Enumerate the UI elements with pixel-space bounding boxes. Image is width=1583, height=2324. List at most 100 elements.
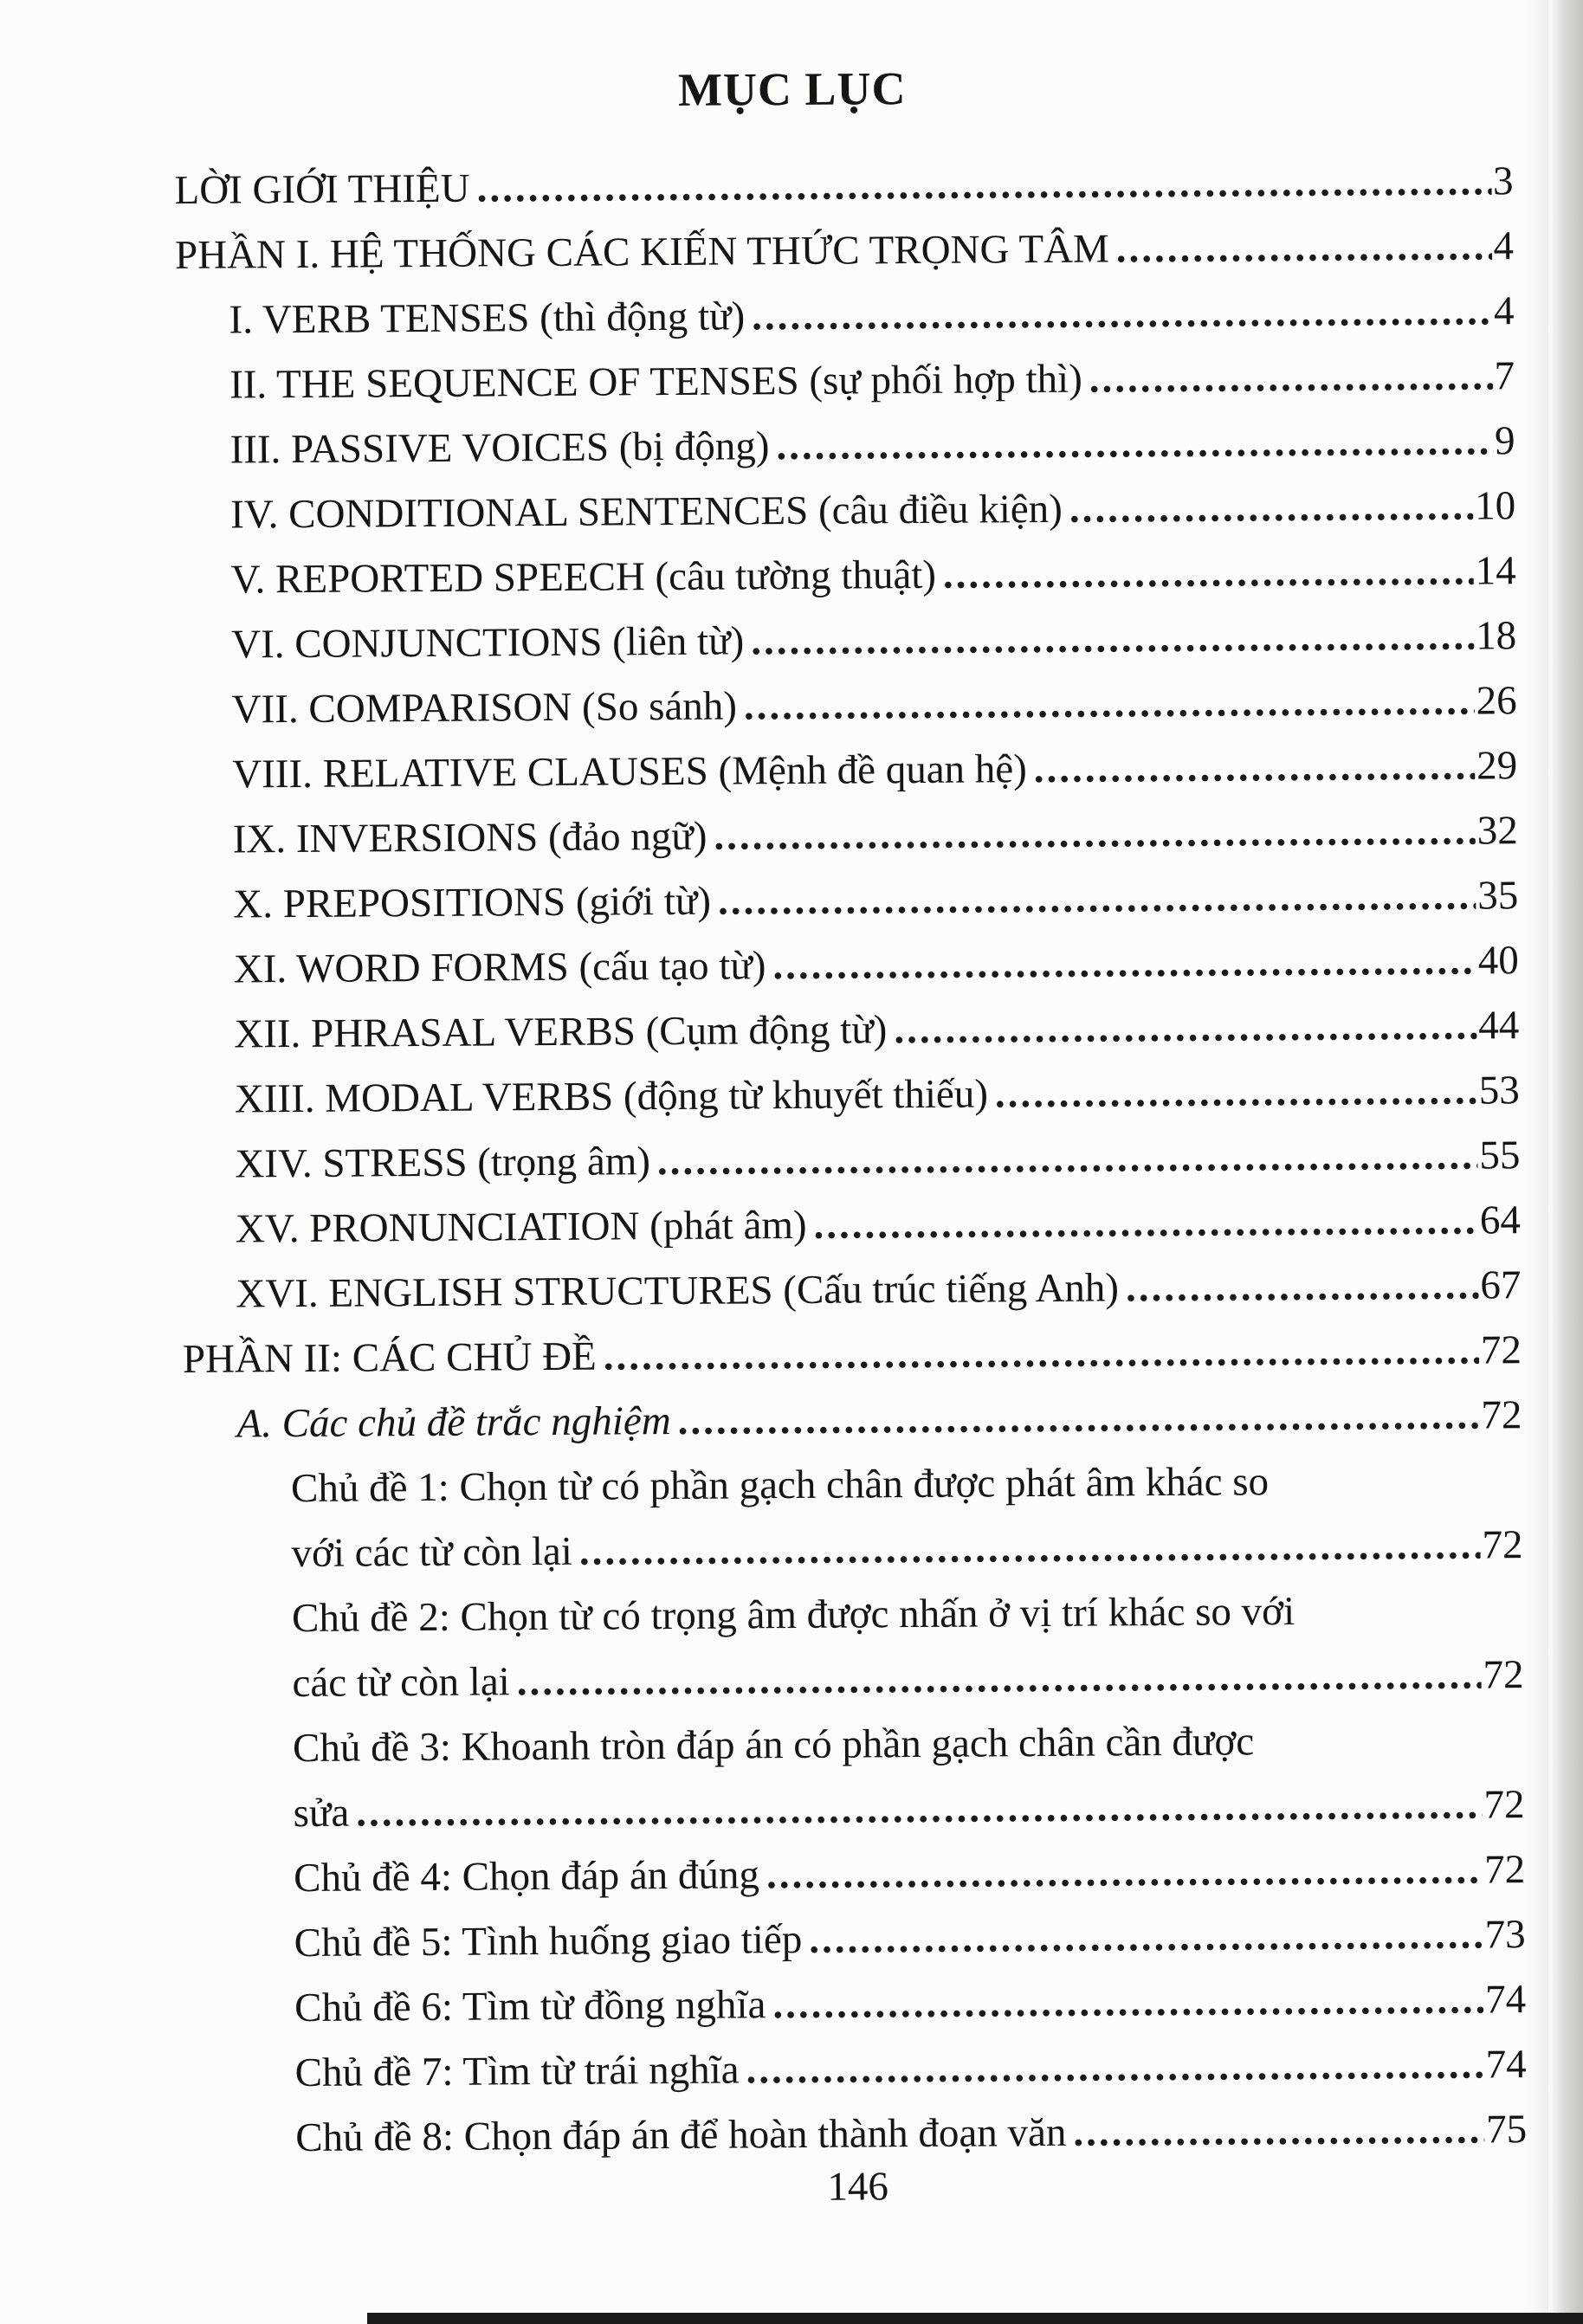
dot-leader <box>995 1059 1477 1127</box>
page-content: MỤC LỤC LỜI GIỚI THIỆU 3 PHẦN I. HỆ THỐNG … <box>0 0 1583 2210</box>
dot-leader <box>752 279 1492 349</box>
dot-leader <box>657 1124 1478 1195</box>
toc-entry-text: IV. CONDITIONAL SENTENCES (câu điều kiện… <box>229 486 1063 538</box>
toc-entry-line: V. REPORTED SPEECH (câu tường thuật) 14 <box>177 539 1515 613</box>
toc-entry-line: LỜI GIỚI THIỆU 3 <box>174 149 1513 223</box>
scan-artifact-bottom-bar <box>367 2313 1583 2324</box>
toc-entry-line: các từ còn lại 72 <box>184 1643 1523 1717</box>
toc-entry-text: V. REPORTED SPEECH (câu tường thuật) <box>230 552 937 603</box>
dot-leader <box>714 799 1476 869</box>
toc-entry-page-number: 40 <box>1477 938 1519 984</box>
toc-entry-line: II. THE SEQUENCE OF TENSES (sự phối hợp … <box>176 344 1515 418</box>
toc-entry-line: Chủ đề 4: Chọn đáp án đúng 72 <box>186 1837 1525 1912</box>
toc-entry-text: XI. WORD FORMS (cấu tạo từ) <box>233 943 766 992</box>
toc-entry-text: Chủ đề 6: Tìm từ đồng nghĩa <box>294 1982 766 2031</box>
dot-leader <box>809 1902 1483 1972</box>
dot-leader <box>744 669 1475 739</box>
dot-leader <box>772 1967 1483 2037</box>
toc-entry-page-number: 64 <box>1479 1198 1522 1243</box>
toc-entry-line: III. PASSIVE VOICES (bị động) 9 <box>176 409 1515 483</box>
toc-entry-page-number: 4 <box>1493 288 1515 334</box>
dot-leader <box>1089 344 1492 411</box>
toc-entry-line: A. Các chủ đề trắc nghiệm 72 <box>183 1383 1522 1457</box>
toc-entry-line: sửa 72 <box>185 1772 1524 1847</box>
toc-entry-text: PHẦN I. HỆ THỐNG CÁC KIẾN THỨC TRỌNG TÂM <box>174 226 1109 278</box>
toc-entry-line: IV. CONDITIONAL SENTENCES (câu điều kiện… <box>177 474 1515 548</box>
footer-page-number: 146 <box>827 2164 889 2210</box>
toc-entry-page-number: 7 <box>1494 353 1515 399</box>
toc-entry-page-number: 18 <box>1475 613 1517 659</box>
dot-leader <box>356 1772 1483 1845</box>
toc-entry-page-number: 72 <box>1483 1782 1525 1828</box>
dot-leader <box>1034 734 1476 803</box>
toc-entry-text: Chủ đề 5: Tình huống giao tiếp <box>294 1916 803 1966</box>
toc-entry-page-number: 32 <box>1476 808 1518 854</box>
toc-entry-text: XV. PRONUNCIATION (phát âm) <box>235 1202 807 1252</box>
toc-entry-page-number: 44 <box>1478 1003 1520 1049</box>
toc-entry-text: Chủ đề 3: Khoanh tròn đáp án có phần gạc… <box>292 1719 1255 1772</box>
toc-entry-text: LỜI GIỚI THIỆU <box>174 165 470 213</box>
dot-leader <box>1126 1253 1479 1320</box>
toc-entry-line: Chủ đề 7: Tìm từ trái nghĩa 74 <box>187 2032 1527 2107</box>
toc-entry-text: XIII. MODAL VERBS (động từ khuyết thiếu) <box>234 1071 989 1122</box>
toc-entry-text: A. Các chủ đề trắc nghiệm <box>236 1398 671 1447</box>
page-title: MỤC LỤC <box>677 62 907 116</box>
toc-entry-line: Chủ đề 2: Chọn từ có trọng âm được nhấn … <box>184 1578 1523 1652</box>
toc-entry-page-number: 74 <box>1484 1977 1527 2023</box>
toc-entry-line: PHẦN II: CÁC CHỦ ĐỀ 72 <box>183 1318 1522 1392</box>
dot-leader <box>746 2032 1484 2102</box>
toc-entry-page-number: 72 <box>1483 1652 1524 1698</box>
dot-leader <box>516 1643 1481 1714</box>
toc-entry-line: IX. INVERSIONS (đảo ngữ) 32 <box>178 798 1518 873</box>
dot-leader <box>604 1318 1480 1389</box>
toc-entry-text: XVI. ENGLISH STRUCTURES (Cấu trúc tiếng … <box>236 1265 1120 1317</box>
toc-entry-page-number: 55 <box>1479 1133 1521 1178</box>
toc-entry-text: Chủ đề 4: Chọn đáp án đúng <box>293 1852 760 1901</box>
dot-leader <box>943 539 1474 608</box>
toc-entry-page-number: 73 <box>1484 1912 1526 1958</box>
toc-entry-line: XVI. ENGLISH STRUCTURES (Cấu trúc tiếng … <box>182 1253 1521 1327</box>
toc-entry-text: các từ còn lại <box>292 1659 510 1707</box>
dot-leader <box>718 864 1476 934</box>
toc-entry-page-number: 74 <box>1485 2042 1527 2088</box>
dot-leader <box>772 929 1476 999</box>
dot-leader <box>813 1189 1478 1258</box>
toc-entry-line: Chủ đề 6: Tìm từ đồng nghĩa 74 <box>187 1967 1526 2042</box>
toc-entry-page-number: 72 <box>1482 1522 1523 1568</box>
toc-entry-line: Chủ đề 5: Tình huống giao tiếp 73 <box>186 1902 1525 1977</box>
toc-entry-page-number: 72 <box>1480 1327 1522 1373</box>
toc-entry-page-number: 75 <box>1486 2107 1528 2153</box>
toc-entry-page-number: 35 <box>1477 873 1519 919</box>
toc-entry-page-number: 9 <box>1494 418 1515 464</box>
toc-list: LỜI GIỚI THIỆU 3 PHẦN I. HỆ THỐNG CÁC KIẾN… <box>174 149 1527 2172</box>
dot-leader <box>476 149 1491 221</box>
toc-entry-line: XIV. STRESS (trọng âm) 55 <box>181 1123 1520 1198</box>
toc-entry-text: X. PREPOSITIONS (giới từ) <box>233 878 712 927</box>
toc-entry-text: XII. PHRASAL VERBS (Cụm động từ) <box>234 1007 888 1057</box>
toc-entry-line: VI. CONJUNCTIONS (liên từ) 18 <box>178 604 1516 678</box>
toc-entry-text: IX. INVERSIONS (đảo ngữ) <box>232 813 708 862</box>
toc-entry-text: XIV. STRESS (trọng âm) <box>235 1139 651 1187</box>
dot-leader <box>894 994 1476 1063</box>
toc-entry-text: VI. CONJUNCTIONS (liên từ) <box>231 618 745 668</box>
toc-entry-text: Chủ đề 1: Chọn từ có phần gạch chân được… <box>290 1459 1270 1512</box>
toc-entry-line: Chủ đề 1: Chọn từ có phần gạch chân được… <box>184 1448 1522 1522</box>
toc-entry-line: I. VERB TENSES (thì động từ) 4 <box>175 279 1514 353</box>
page-edge-shadow <box>1548 0 1583 2324</box>
dot-leader <box>776 409 1493 479</box>
toc-entry-text: VII. COMPARISON (So sánh) <box>231 683 738 733</box>
page-edge-shadow-inner <box>1526 0 1548 2324</box>
dot-leader <box>1073 2097 1484 2165</box>
toc-entry-line: XII. PHRASAL VERBS (Cụm động từ) 44 <box>180 993 1519 1068</box>
toc-entry-line: với các từ còn lại 72 <box>184 1513 1522 1587</box>
toc-entry-line: X. PREPOSITIONS (giới từ) 35 <box>179 863 1518 938</box>
toc-entry-line: XIII. MODAL VERBS (động từ khuyết thiếu)… <box>181 1058 1520 1133</box>
toc-entry-page-number: 10 <box>1474 483 1516 529</box>
toc-entry-text: III. PASSIVE VOICES (bị động) <box>229 423 770 473</box>
toc-entry-text: Chủ đề 7: Tìm từ trái nghĩa <box>294 2047 740 2096</box>
dot-leader <box>766 1837 1483 1908</box>
toc-entry-page-number: 67 <box>1480 1262 1522 1308</box>
toc-entry-text: II. THE SEQUENCE OF TENSES (sự phối hợp … <box>229 356 1082 408</box>
toc-entry-text: VIII. RELATIVE CLAUSES (Mệnh đề quan hệ) <box>232 746 1028 797</box>
